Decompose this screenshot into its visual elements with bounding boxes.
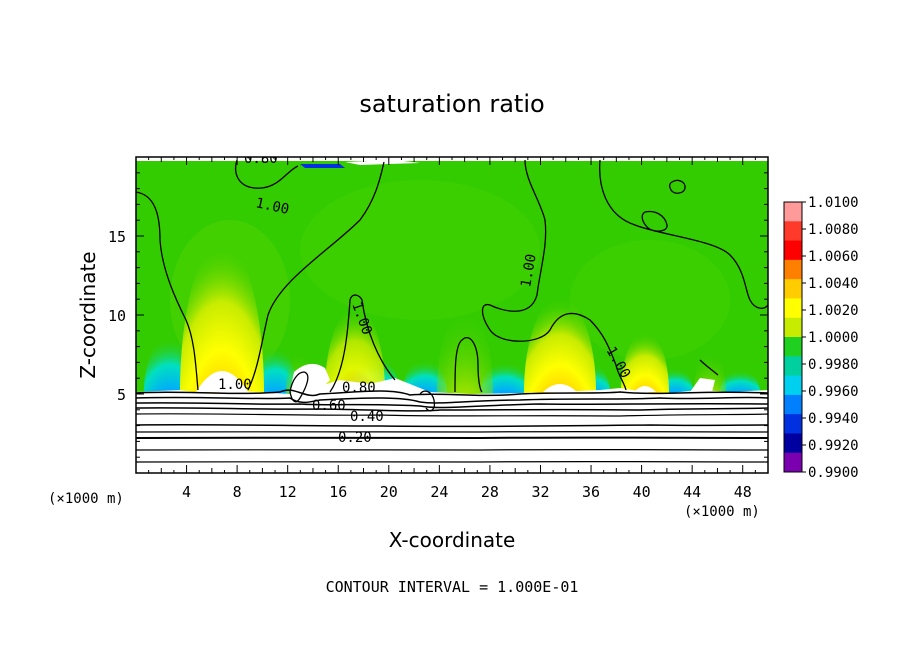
colorbar-label: 0.9920 — [808, 438, 859, 454]
contour-label: 0.40 — [350, 409, 384, 425]
chart-title: saturation ratio — [359, 90, 544, 118]
colorbar-swatch — [784, 259, 802, 280]
colorbar-label: 1.0020 — [808, 303, 859, 319]
colorbar-label: 0.9900 — [808, 465, 859, 481]
x-unit-left: (×1000 m) — [48, 491, 124, 507]
y-axis-label: Z-coordinate — [76, 251, 100, 378]
plume-core — [634, 386, 656, 392]
x-tick-label: 20 — [380, 483, 398, 501]
x-tick-label: 8 — [233, 483, 242, 501]
x-tick-label: 12 — [279, 483, 297, 501]
colorbar-swatch — [784, 337, 802, 357]
contour-label: 0.20 — [338, 430, 372, 446]
y-tick-label: 10 — [108, 307, 126, 325]
colorbar-swatch — [784, 298, 802, 319]
plot-area: 0.80 1.00 1.00 1.00 1.00 1.00 0.80 0.60 … — [136, 151, 768, 473]
x-tick-label: 24 — [430, 483, 448, 501]
x-tick-label: 48 — [734, 483, 752, 501]
colorbar-label: 1.0080 — [808, 222, 859, 238]
colorbar-label: 0.9940 — [808, 411, 859, 427]
colorbar-label: 0.9960 — [808, 384, 859, 400]
x-tick-label: 28 — [481, 483, 499, 501]
contour-lines — [136, 159, 768, 393]
x-tick-label: 44 — [683, 483, 701, 501]
plume-core — [196, 371, 248, 392]
x-tick-label: 40 — [633, 483, 651, 501]
colorbar-swatch — [784, 433, 802, 454]
y-tick-label: 15 — [108, 228, 126, 246]
contour-label: 0.80 — [244, 151, 278, 167]
colorbar-swatch — [784, 394, 802, 415]
y-axis: 5 10 15 — [108, 172, 768, 458]
x-tick-label: 36 — [582, 483, 600, 501]
colorbar: 1.0100 1.0080 1.0060 1.0040 1.0020 1.0000 0.99… — [783, 195, 859, 481]
colorbar-swatch — [784, 221, 802, 242]
x-tick-label: 16 — [329, 483, 347, 501]
x-unit-right: (×1000 m) — [684, 504, 760, 520]
contour-interval-note: CONTOUR INTERVAL = 1.000E-01 — [326, 578, 579, 596]
colorbar-swatch — [784, 279, 802, 299]
stratified-contours — [136, 371, 768, 463]
colorbar-swatch — [784, 356, 802, 377]
plume-core — [690, 378, 715, 392]
colorbar-swatch — [784, 452, 802, 473]
colorbar-label: 0.9980 — [808, 357, 859, 373]
contour-labels: 0.80 1.00 1.00 1.00 1.00 1.00 0.80 0.60 … — [218, 151, 633, 446]
colorbar-swatch — [784, 414, 802, 434]
colorbar-swatch — [784, 317, 802, 338]
colorbar-swatch — [784, 375, 802, 396]
y-tick-label: 5 — [117, 386, 126, 404]
contour-label: 1.00 — [518, 253, 540, 289]
contour-label: 0.80 — [342, 380, 376, 396]
colorbar-label: 1.0000 — [808, 330, 859, 346]
colorbar-label: 1.0100 — [808, 195, 859, 211]
x-tick-label: 4 — [182, 483, 191, 501]
colorbar-label: 1.0040 — [808, 276, 859, 292]
x-axis-label: X-coordinate — [389, 528, 516, 552]
contour-label: 1.00 — [218, 377, 252, 393]
x-axis: 4 8 12 16 20 24 28 32 36 40 44 48 — [148, 157, 756, 501]
contour-label: 0.60 — [312, 398, 346, 414]
x-tick-label: 32 — [531, 483, 549, 501]
plume-core — [543, 384, 577, 392]
colorbar-swatch — [784, 202, 802, 222]
contour-label: 1.00 — [254, 195, 290, 218]
colorbar-swatch — [784, 240, 802, 261]
colorbar-label: 1.0060 — [808, 249, 859, 265]
